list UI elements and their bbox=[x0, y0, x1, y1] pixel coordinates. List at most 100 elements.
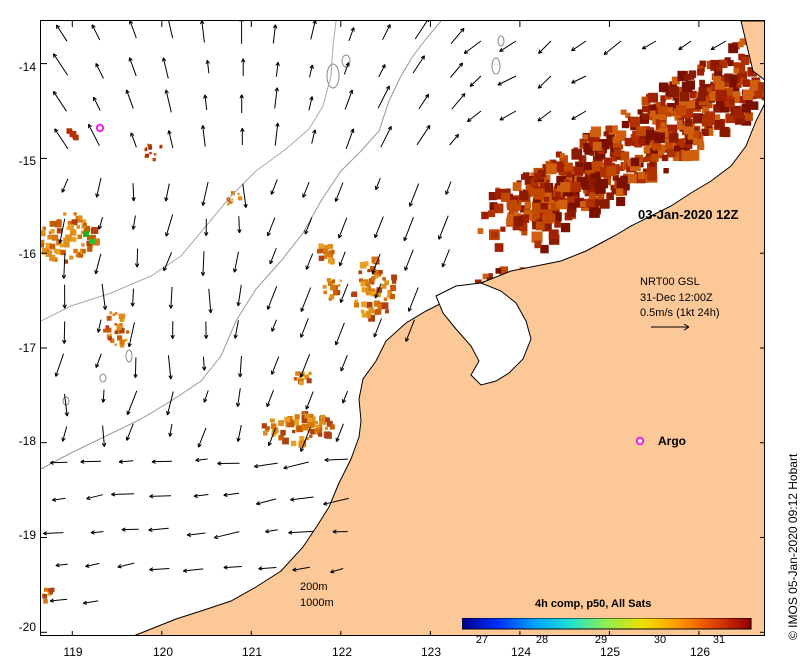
sst-cell bbox=[324, 426, 328, 430]
sst-cell bbox=[612, 174, 619, 181]
sst-cell bbox=[317, 248, 322, 254]
current-arrow bbox=[324, 457, 348, 463]
sst-cell bbox=[736, 71, 748, 82]
sst-cell bbox=[56, 228, 63, 234]
sst-cell bbox=[323, 255, 328, 259]
sst-cell bbox=[374, 259, 379, 264]
sst-cell bbox=[506, 214, 518, 226]
sst-cell bbox=[666, 148, 676, 158]
sst-cell bbox=[666, 103, 675, 111]
current-arrow bbox=[233, 320, 239, 339]
sst-cell bbox=[724, 73, 733, 83]
current-arrow bbox=[164, 89, 172, 113]
sst-cell bbox=[351, 292, 356, 297]
sst-cell bbox=[530, 188, 538, 197]
sst-cell bbox=[571, 148, 583, 160]
current-arrow bbox=[538, 40, 552, 54]
sst-cell bbox=[119, 343, 125, 348]
sst-cell bbox=[613, 149, 622, 157]
sst-cell bbox=[145, 147, 148, 149]
sst-cell bbox=[629, 116, 640, 128]
argo-float-marker[interactable] bbox=[95, 123, 105, 133]
argo-floats[interactable] bbox=[95, 123, 645, 446]
sst-cell bbox=[86, 235, 92, 241]
sst-cell bbox=[706, 87, 712, 93]
current-arrow bbox=[96, 319, 102, 333]
current-arrow bbox=[54, 353, 64, 377]
sst-cell bbox=[81, 224, 86, 229]
sst-cell bbox=[310, 429, 316, 435]
sst-cell bbox=[73, 248, 78, 254]
sst-cell bbox=[671, 76, 680, 85]
current-arrow bbox=[166, 391, 174, 416]
sst-cell bbox=[294, 414, 300, 420]
sst-cell bbox=[370, 266, 376, 272]
current-arrow bbox=[497, 75, 517, 86]
sst-cell bbox=[742, 89, 754, 101]
current-arrow bbox=[407, 287, 419, 312]
sst-cell bbox=[491, 231, 499, 239]
sst-cell bbox=[738, 78, 745, 85]
sst-cell bbox=[73, 212, 77, 216]
sst-cell bbox=[89, 239, 95, 244]
sst-cell bbox=[292, 419, 299, 426]
sst-cell bbox=[574, 166, 584, 176]
current-arrow bbox=[64, 393, 69, 417]
sst-cell bbox=[524, 210, 531, 217]
current-arrow bbox=[334, 182, 344, 202]
sst-cell bbox=[673, 145, 680, 152]
sst-cell bbox=[118, 325, 122, 329]
sst-cell bbox=[87, 246, 93, 252]
sst-cell bbox=[301, 411, 305, 415]
sst-cell bbox=[588, 180, 596, 189]
x-tick-label: 120 bbox=[152, 645, 174, 659]
map-canvas[interactable] bbox=[41, 21, 765, 636]
sst-cell bbox=[390, 284, 397, 291]
sst-cell bbox=[383, 297, 388, 301]
sst-cell bbox=[323, 244, 329, 250]
sst-cell bbox=[322, 284, 327, 289]
current-arrow bbox=[203, 321, 209, 339]
sst-cell bbox=[758, 82, 764, 92]
sst-cell bbox=[624, 137, 633, 146]
current-arrow bbox=[292, 566, 310, 572]
current-arrow bbox=[641, 40, 657, 50]
sst-cell bbox=[620, 175, 628, 184]
current-arrow bbox=[52, 53, 69, 76]
current-arrow bbox=[49, 598, 68, 603]
sst-cell bbox=[320, 414, 326, 420]
sst-cell bbox=[544, 182, 551, 189]
sst-cell bbox=[606, 132, 616, 142]
sst-cell bbox=[477, 228, 484, 234]
sst-cell bbox=[661, 154, 669, 162]
sst-cell bbox=[701, 128, 709, 136]
scale-arrow bbox=[651, 323, 690, 331]
current-source-label: NRT00 GSL bbox=[640, 276, 700, 288]
sst-cell bbox=[606, 166, 617, 177]
sst-cell bbox=[361, 301, 367, 308]
sst-cell bbox=[318, 428, 323, 433]
x-tick-label: 119 bbox=[63, 645, 83, 659]
current-arrow bbox=[374, 283, 382, 299]
current-arrow bbox=[186, 532, 206, 537]
sst-cell bbox=[560, 222, 571, 233]
sst-cell bbox=[611, 188, 617, 194]
current-arrow bbox=[118, 459, 134, 464]
sst-cell bbox=[660, 101, 666, 106]
current-arrow bbox=[149, 567, 170, 572]
sst-cell bbox=[80, 230, 85, 234]
sst-cell bbox=[521, 229, 528, 236]
current-arrow bbox=[330, 568, 344, 574]
current-arrow bbox=[405, 319, 415, 342]
y-tick-label: -15 bbox=[18, 154, 36, 168]
sst-cell bbox=[560, 182, 571, 193]
sst-cell bbox=[681, 81, 693, 93]
sst-cell bbox=[693, 130, 700, 138]
sst-cell bbox=[749, 80, 761, 91]
argo-float-marker[interactable] bbox=[635, 436, 645, 446]
sst-cell bbox=[681, 150, 692, 162]
sst-cell bbox=[612, 139, 622, 149]
sst-cell bbox=[554, 221, 561, 228]
sst-cell bbox=[627, 173, 637, 184]
current-arrow bbox=[62, 321, 67, 344]
